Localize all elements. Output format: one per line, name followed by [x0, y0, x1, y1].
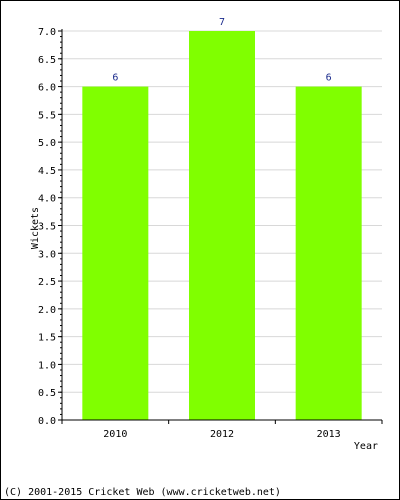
bar-2010	[82, 86, 149, 421]
labels: 0.0 0.5 1.0 1.5 2.0 2.5 3.0 3.5 4.0 4.5 5.0 5.5 6.0 6…	[38, 17, 341, 440]
y-tick-label: 5.5	[38, 110, 56, 121]
y-tick-label: 4.5	[38, 166, 56, 177]
x-tick-label: 2013	[317, 429, 341, 440]
x-tick-label: 2012	[210, 429, 234, 440]
y-tick-label: 3.0	[38, 249, 56, 260]
bars	[82, 31, 362, 421]
y-tick-label: 3.5	[38, 222, 56, 233]
y-tick-label: 1.5	[38, 333, 56, 344]
y-tick-label: 6.0	[38, 83, 56, 94]
bar-value-label: 6	[326, 73, 332, 84]
x-axis-title: Year	[354, 441, 378, 452]
axes	[58, 29, 383, 424]
y-tick-label: 4.0	[38, 194, 56, 205]
y-tick-label: 2.5	[38, 277, 56, 288]
bar-2012	[189, 31, 255, 420]
y-tick-label: 6.5	[38, 55, 56, 66]
y-tick-label: 2.0	[38, 305, 56, 316]
bar-2013	[295, 86, 362, 421]
y-axis-title: Wickets	[30, 207, 41, 249]
y-tick-label: 0.0	[38, 416, 56, 427]
y-tick-label: 1.0	[38, 360, 56, 371]
copyright-text: (C) 2001-2015 Cricket Web (www.cricketwe…	[4, 487, 281, 498]
y-tick-label: 5.0	[38, 138, 56, 149]
bar-value-label: 7	[219, 17, 225, 28]
y-tick-label: 0.5	[38, 388, 56, 399]
x-tick-label: 2010	[103, 429, 127, 440]
bar-value-label: 6	[112, 73, 118, 84]
y-tick-label: 7.0	[38, 27, 56, 38]
